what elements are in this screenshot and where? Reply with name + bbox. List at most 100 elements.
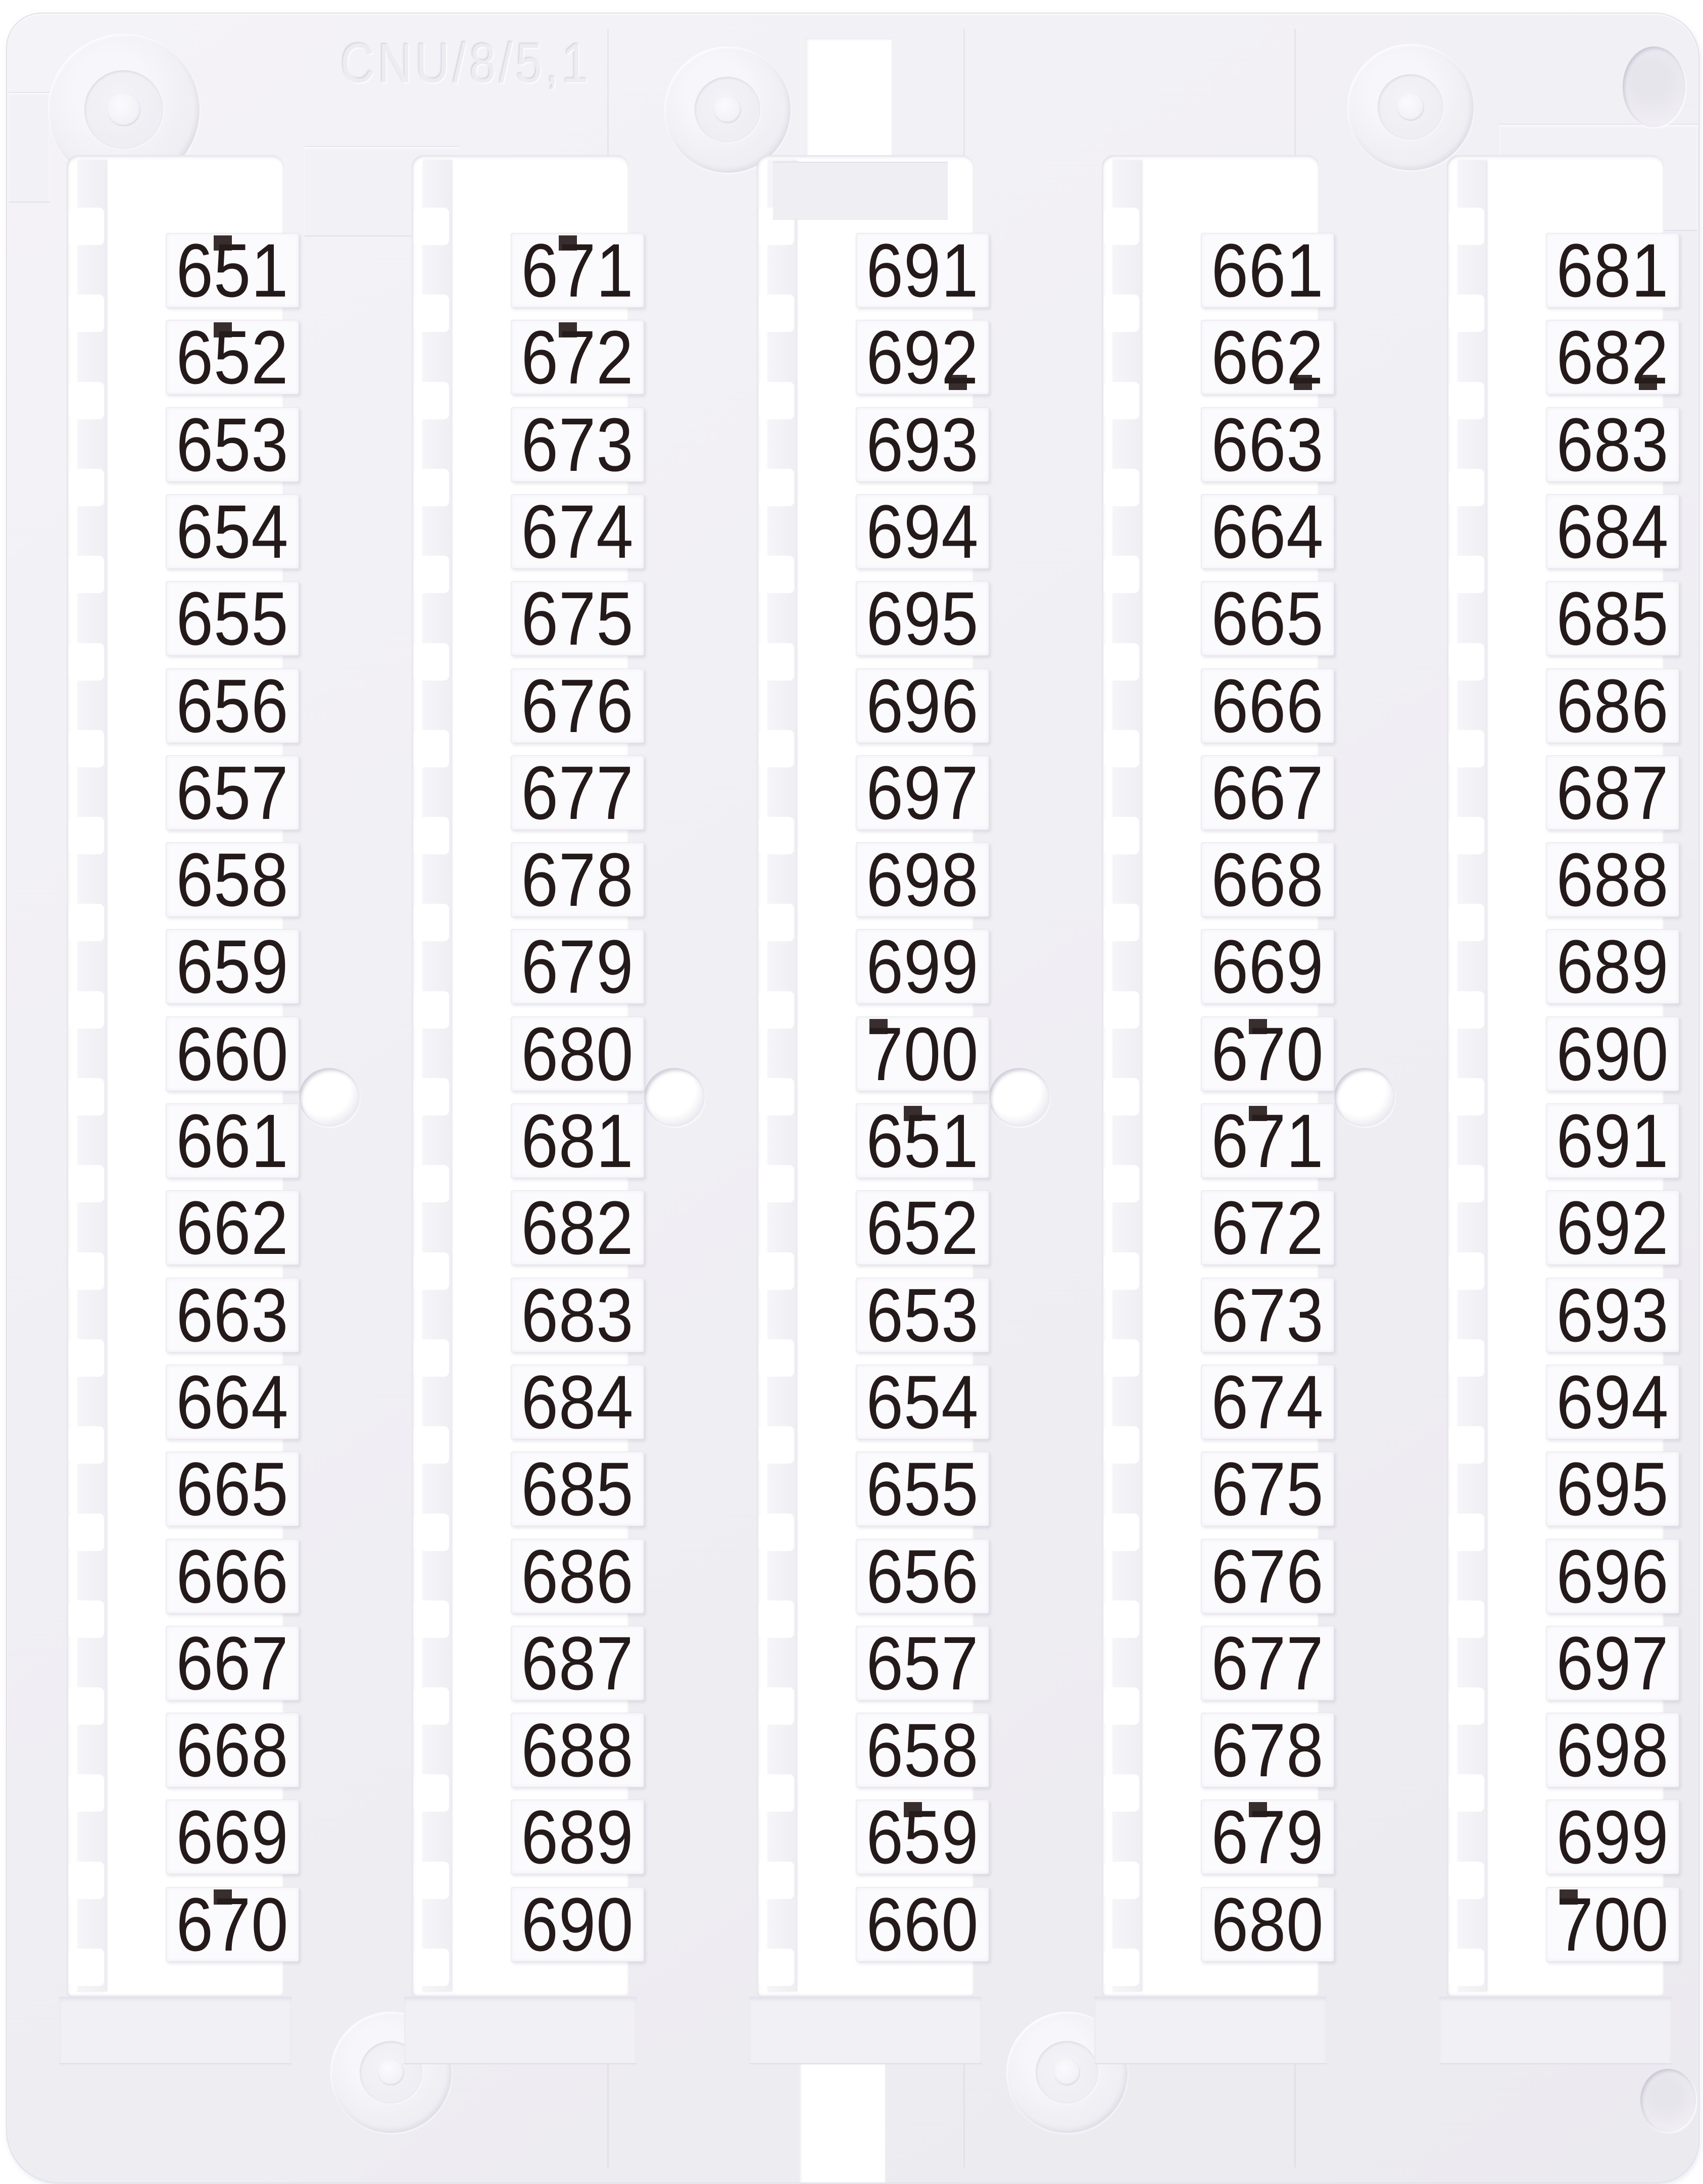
runner-notch (759, 1687, 794, 1725)
runner-notch (69, 556, 104, 594)
tag-number: 690 (1556, 1011, 1669, 1096)
marker-tag: 670 (1201, 1011, 1334, 1096)
runner-notch (759, 1078, 794, 1115)
marker-tag: 679 (1201, 1794, 1334, 1879)
tag-number: 683 (1556, 402, 1669, 487)
runner-notch (759, 904, 794, 942)
tag-number: 666 (176, 1533, 289, 1619)
marker-tag: 696 (856, 663, 989, 748)
runner-notch (414, 904, 449, 942)
tag-number: 687 (521, 1620, 634, 1706)
embossed-code: CNU/8/5,1 (340, 32, 592, 94)
runner-notch (69, 1861, 104, 1899)
runner-notch (69, 1339, 104, 1377)
tag-number: 672 (521, 314, 634, 400)
tag-number: 652 (176, 314, 289, 400)
tag-number: 686 (1556, 663, 1669, 748)
tag-number: 664 (1211, 489, 1324, 574)
tag-number: 659 (866, 1794, 979, 1879)
ink-gate-mark (869, 1019, 888, 1034)
tag-number: 689 (1556, 924, 1669, 1009)
boss-ring (1035, 2041, 1099, 2104)
tag-number: 685 (1556, 575, 1669, 661)
tag-number: 696 (1556, 1533, 1669, 1619)
marker-tag: 661 (166, 1098, 299, 1183)
tag-number: 651 (176, 227, 289, 313)
tag-number: 671 (1211, 1098, 1324, 1183)
ink-gate-mark (1294, 375, 1312, 390)
tag-number: 692 (1556, 1185, 1669, 1270)
runner-notch (414, 817, 449, 855)
tag-number: 673 (1211, 1272, 1324, 1357)
runner-notch (414, 1861, 449, 1899)
tag-number: 660 (176, 1011, 289, 1096)
slot-floor (749, 1997, 982, 2064)
runner-notch (1449, 1949, 1484, 1986)
tag-number: 667 (1211, 750, 1324, 835)
runner-notch (414, 730, 449, 767)
tag-number: 690 (521, 1881, 634, 1967)
marker-tag: 685 (511, 1446, 644, 1531)
marker-tag: 685 (1546, 575, 1679, 661)
edge-notch-top (806, 38, 892, 162)
tag-number: 672 (1211, 1185, 1324, 1270)
runner-notch (1104, 1339, 1139, 1377)
runner-notch (1449, 295, 1484, 332)
tag-number: 688 (521, 1707, 634, 1792)
tag-number: 653 (866, 1272, 979, 1357)
tag-number: 674 (1211, 1359, 1324, 1444)
corner-recess (1623, 46, 1685, 127)
marker-tag: 689 (511, 1794, 644, 1879)
tag-number: 696 (866, 663, 979, 748)
edge-notch-bottom (799, 2062, 885, 2182)
marker-tag: 689 (1546, 924, 1679, 1009)
marker-tag: 687 (1546, 750, 1679, 835)
slot-floor (404, 1997, 637, 2064)
marker-tag: 667 (166, 1621, 299, 1706)
marker-tag: 678 (1201, 1708, 1334, 1792)
runner-notch (1449, 1513, 1484, 1551)
runner-notch (1449, 1687, 1484, 1725)
tag-number: 656 (866, 1533, 979, 1619)
marker-tag: 699 (856, 924, 989, 1009)
tag-number: 661 (176, 1098, 289, 1183)
marker-tag: 677 (511, 750, 644, 835)
tag-columns: 651 652 653 654 655 656 657 658 659 660 661 662 663 6… (7, 14, 1698, 2182)
marker-tag: 676 (511, 663, 644, 748)
runner-notch (759, 1949, 794, 1986)
marker-tag: 687 (511, 1620, 644, 1706)
tag-number: 680 (521, 1011, 634, 1096)
runner-strip (1112, 160, 1141, 1992)
runner-notch (69, 1165, 104, 1203)
marker-tag: 666 (1201, 663, 1334, 748)
marker-tag: 691 (1546, 1098, 1679, 1183)
marker-tag: 693 (856, 402, 989, 487)
runner-notch (1104, 1426, 1139, 1464)
marker-tag: 655 (166, 576, 299, 661)
runner-notch (414, 208, 449, 245)
marker-tag: 672 (511, 314, 644, 400)
marker-tag: 700 (856, 1011, 989, 1096)
marker-tag: 695 (856, 576, 989, 661)
marker-tag: 662 (1201, 315, 1334, 400)
runner-strip (422, 160, 451, 1992)
marker-tag: 651 (856, 1098, 989, 1183)
tag-number: 660 (866, 1881, 979, 1967)
marker-tag: 681 (1546, 228, 1679, 313)
tag-number: 658 (866, 1707, 979, 1792)
tag-number: 695 (1556, 1446, 1669, 1531)
marker-tag: 652 (166, 314, 299, 400)
tag-number: 676 (1211, 1533, 1324, 1619)
marker-tag: 678 (511, 837, 644, 922)
runner-notch (1449, 468, 1484, 506)
tag-number: 699 (866, 924, 979, 1009)
tag-number: 657 (176, 750, 289, 835)
runner-notch (69, 1513, 104, 1551)
runner-notch (69, 295, 104, 332)
marker-tag: 684 (511, 1360, 644, 1444)
marker-tag: 660 (166, 1011, 299, 1096)
marker-tag: 692 (1546, 1185, 1679, 1270)
runner-notch (1104, 1687, 1139, 1725)
marker-card: CNU/8/5,1 651 652 653 654 655 656 657 658 659 660… (6, 13, 1699, 2183)
runner-notch (414, 991, 449, 1029)
